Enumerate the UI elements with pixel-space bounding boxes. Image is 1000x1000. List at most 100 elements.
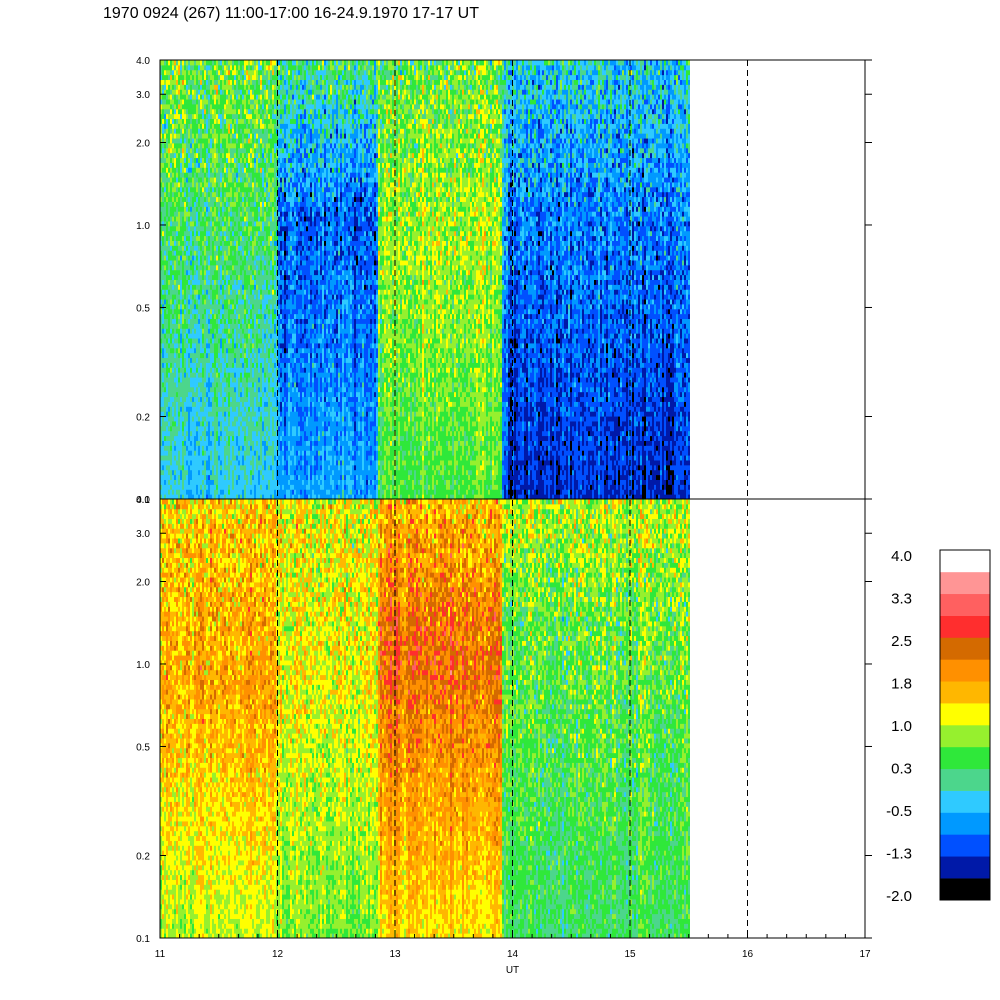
heatmap-cell xyxy=(172,128,174,133)
heatmap-cell xyxy=(188,240,190,245)
heatmap-cell xyxy=(218,294,220,299)
heatmap-cell xyxy=(232,319,234,324)
heatmap-cell xyxy=(200,148,202,153)
heatmap-cell xyxy=(220,187,222,192)
heatmap-cell xyxy=(220,197,222,202)
heatmap-cell xyxy=(198,167,200,172)
heatmap-cell xyxy=(232,353,234,358)
heatmap-cell xyxy=(174,167,176,172)
heatmap-cell xyxy=(210,455,212,460)
heatmap-cell xyxy=(228,245,230,250)
heatmap-cell xyxy=(210,231,212,236)
heatmap-cell xyxy=(166,280,168,285)
heatmap-cell xyxy=(216,445,218,450)
heatmap-cell xyxy=(180,197,182,202)
heatmap-cell xyxy=(200,75,202,80)
heatmap-cell xyxy=(202,450,204,455)
heatmap-cell xyxy=(208,153,210,158)
heatmap-cell xyxy=(190,460,192,465)
heatmap-cell xyxy=(188,343,190,348)
heatmap-cell xyxy=(214,343,216,348)
heatmap-cell xyxy=(208,362,210,367)
heatmap-cell xyxy=(200,284,202,289)
heatmap-cell xyxy=(194,192,196,197)
heatmap-cell xyxy=(176,270,178,275)
heatmap-cell xyxy=(198,94,200,99)
heatmap-cell xyxy=(216,289,218,294)
heatmap-cell xyxy=(220,470,222,475)
heatmap-cell xyxy=(164,489,166,494)
heatmap-cell xyxy=(192,143,194,148)
heatmap-cell xyxy=(228,416,230,421)
heatmap-cell xyxy=(190,401,192,406)
heatmap-cell xyxy=(224,255,226,260)
heatmap-cell xyxy=(174,304,176,309)
heatmap-cell xyxy=(174,411,176,416)
heatmap-cell xyxy=(230,382,232,387)
heatmap-cell xyxy=(192,304,194,309)
heatmap-cell xyxy=(212,89,214,94)
heatmap-cell xyxy=(228,372,230,377)
heatmap-cell xyxy=(180,440,182,445)
heatmap-cell xyxy=(218,182,220,187)
heatmap-cell xyxy=(186,367,188,372)
heatmap-cell xyxy=(166,372,168,377)
heatmap-cell xyxy=(170,484,172,489)
heatmap-cell xyxy=(190,60,192,65)
heatmap-cell xyxy=(162,280,164,285)
heatmap-cell xyxy=(232,338,234,343)
heatmap-cell xyxy=(168,309,170,314)
heatmap-cell xyxy=(212,94,214,99)
heatmap-cell xyxy=(182,216,184,221)
heatmap-cell xyxy=(198,236,200,241)
heatmap-cell xyxy=(212,162,214,167)
heatmap-cell xyxy=(194,119,196,124)
heatmap-cell xyxy=(176,484,178,489)
heatmap-cell xyxy=(220,445,222,450)
heatmap-cell xyxy=(180,70,182,75)
heatmap-cell xyxy=(222,167,224,172)
heatmap-cell xyxy=(214,284,216,289)
heatmap-cell xyxy=(174,358,176,363)
heatmap-cell xyxy=(212,333,214,338)
heatmap-cell xyxy=(170,148,172,153)
heatmap-cell xyxy=(192,465,194,470)
heatmap-cell xyxy=(172,333,174,338)
heatmap-cell xyxy=(162,197,164,202)
heatmap-cell xyxy=(228,128,230,133)
heatmap-cell xyxy=(226,153,228,158)
heatmap-cell xyxy=(162,133,164,138)
heatmap-cell xyxy=(170,172,172,177)
heatmap-cell xyxy=(220,304,222,309)
heatmap-cell xyxy=(190,75,192,80)
heatmap-cell xyxy=(202,255,204,260)
heatmap-cell xyxy=(208,236,210,241)
heatmap-cell xyxy=(168,65,170,70)
heatmap-cell xyxy=(222,104,224,109)
heatmap-cell xyxy=(170,128,172,133)
heatmap-cell xyxy=(172,323,174,328)
heatmap-cell xyxy=(224,94,226,99)
heatmap-cell xyxy=(190,353,192,358)
heatmap-cell xyxy=(192,314,194,319)
heatmap-cell xyxy=(220,221,222,226)
heatmap-cell xyxy=(230,197,232,202)
heatmap-cell xyxy=(230,119,232,124)
heatmap-cell xyxy=(230,153,232,158)
heatmap-cell xyxy=(182,265,184,270)
heatmap-cell xyxy=(204,406,206,411)
heatmap-cell xyxy=(190,226,192,231)
heatmap-cell xyxy=(164,387,166,392)
heatmap-cell xyxy=(192,206,194,211)
heatmap-cell xyxy=(210,162,212,167)
heatmap-cell xyxy=(202,89,204,94)
heatmap-cell xyxy=(220,387,222,392)
heatmap-cell xyxy=(208,445,210,450)
heatmap-cell xyxy=(166,119,168,124)
heatmap-cell xyxy=(178,275,180,280)
heatmap-cell xyxy=(180,89,182,94)
heatmap-cell xyxy=(188,143,190,148)
heatmap-cell xyxy=(224,133,226,138)
heatmap-cell xyxy=(178,489,180,494)
heatmap-cell xyxy=(188,201,190,206)
